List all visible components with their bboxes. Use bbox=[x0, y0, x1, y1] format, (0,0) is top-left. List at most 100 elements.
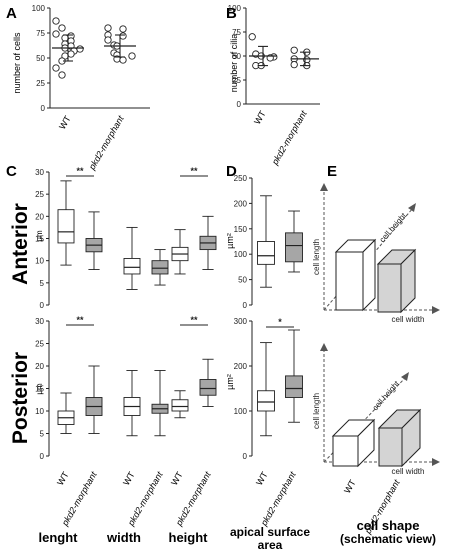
e-bot-axis-length-arrow bbox=[320, 343, 328, 351]
panel-d-anterior-box bbox=[285, 232, 303, 263]
panel-d-anterior-ytick-label: 200 bbox=[234, 199, 248, 208]
panel-d-anterior-plot: 0 50 100 150 200 250 bbox=[234, 174, 303, 310]
panel-c-anterior-box bbox=[151, 260, 169, 275]
panel-a-ytick-label: 25 bbox=[36, 79, 45, 88]
row-label-anterior: Anterior bbox=[9, 203, 32, 285]
panel-e bbox=[320, 183, 440, 468]
e-title-line2: (schematic view) bbox=[340, 532, 436, 546]
panel-b-ytick-label: 0 bbox=[237, 100, 242, 109]
panel-a-point bbox=[52, 30, 60, 38]
e-top-axis-height-arrow bbox=[408, 203, 416, 212]
panel-d-posterior-sig-label: * bbox=[278, 317, 282, 327]
panel-c-group-label-length: lenght bbox=[39, 530, 79, 545]
panel-letter-d: D bbox=[226, 163, 237, 180]
e-bot-wt-cuboid bbox=[331, 418, 376, 468]
panel-c-posterior-ytick-label: 5 bbox=[40, 430, 45, 439]
panel-c-posterior-ytick-label: 20 bbox=[35, 362, 44, 371]
panel-c-anterior-sig-label: ** bbox=[76, 166, 84, 176]
panel-d-anterior-ytick-label: 100 bbox=[234, 250, 248, 259]
panel-d-group-label-line2: area bbox=[258, 538, 283, 550]
panel-a: number of cells 0 25 50 75 100 WT pkd2-morph… bbox=[12, 4, 150, 172]
panel-a-axes: 0 25 50 75 100 bbox=[32, 4, 150, 113]
e-top-axis-width-arrow bbox=[432, 306, 440, 314]
panel-c-anterior-ytick-label: 5 bbox=[40, 279, 45, 288]
panel-b-point bbox=[290, 60, 298, 69]
panel-d-posterior-ytick-label: 100 bbox=[234, 407, 248, 416]
panel-d-posterior-ytick-label: 0 bbox=[243, 452, 248, 461]
panel-letter-b: B bbox=[226, 5, 237, 22]
panel-b: number of cilia 0 25 50 75 100 WT pkd2-morph… bbox=[228, 4, 320, 167]
panel-letter-e: E bbox=[327, 163, 337, 180]
e-xlabel-wt: WT bbox=[342, 478, 358, 496]
e-bot-morphant-cuboid bbox=[377, 408, 422, 468]
panel-c-posterior-sig-label: ** bbox=[190, 315, 198, 325]
panel-c-posterior-ytick-label: 25 bbox=[35, 340, 44, 349]
panel-a-point bbox=[119, 25, 127, 33]
panel-c-anterior-box bbox=[123, 258, 141, 275]
panel-c-posterior-box bbox=[171, 399, 189, 412]
panel-b-ytick-label: 75 bbox=[232, 28, 241, 37]
panel-a-ytick-label: 100 bbox=[32, 4, 46, 13]
e-bot-axis-height-label: cell height bbox=[371, 379, 402, 413]
panel-d-xlabel-wt: WT bbox=[254, 470, 270, 488]
panel-a-ytick-label: 50 bbox=[36, 54, 45, 63]
panel-letter-c: C bbox=[6, 163, 17, 180]
panel-b-axes: 0 25 50 75 100 bbox=[228, 4, 320, 109]
e-bot-axis-width-arrow bbox=[432, 458, 440, 466]
e-top-axis-height-label: cell height bbox=[378, 211, 409, 245]
panel-a-points bbox=[52, 17, 136, 79]
panel-d-anterior-ytick-label: 250 bbox=[234, 174, 248, 183]
panel-a-ylabel: number of cells bbox=[12, 32, 22, 94]
panel-a-xlabel-wt: WT bbox=[57, 114, 73, 132]
panel-a-xlabel-morphant: pkd2-morphant bbox=[86, 114, 126, 173]
panel-d-posterior-ylabel: µm² bbox=[225, 374, 235, 390]
panel-a-ytick-label: 75 bbox=[36, 29, 45, 38]
panel-c-anterior-ytick-label: 15 bbox=[35, 235, 44, 244]
panel-letter-a: A bbox=[6, 5, 17, 22]
panel-c-anterior-ytick-label: 30 bbox=[35, 168, 44, 177]
panel-c-anterior-ytick-label: 10 bbox=[35, 257, 44, 266]
e-top-axis-length-arrow bbox=[320, 183, 328, 191]
panel-a-point bbox=[58, 24, 66, 32]
panel-c-anterior-ytick-label: 20 bbox=[35, 212, 44, 221]
panel-d-anterior-ylabel: µm² bbox=[225, 233, 235, 249]
panel-c-posterior-ytick-label: 0 bbox=[40, 452, 45, 461]
e-top-morphant-cuboid bbox=[376, 248, 417, 314]
panel-c-anterior-ytick-label: 0 bbox=[40, 301, 45, 310]
panel-c-posterior-ytick-label: 15 bbox=[35, 385, 44, 394]
panel-c-anterior-ylabel: µm bbox=[35, 230, 44, 242]
panel-b-ytick-label: 25 bbox=[232, 76, 241, 85]
panel-d-posterior-box bbox=[257, 390, 275, 412]
row-label-posterior: Posterior bbox=[9, 352, 32, 444]
panel-d-anterior-ytick-label: 0 bbox=[243, 301, 248, 310]
panel-c-posterior-plot: 0 5 10 15 20 25 30 ** ** bbox=[35, 315, 217, 461]
e-top-wt-cuboid bbox=[334, 238, 377, 312]
panel-a-point bbox=[119, 32, 127, 40]
panel-c-posterior-sig-label: ** bbox=[76, 315, 84, 325]
panel-c-group-label-width: width bbox=[106, 530, 141, 545]
e-bot-axis-height-arrow bbox=[401, 372, 409, 381]
panel-a-point bbox=[119, 56, 127, 64]
panel-a-point bbox=[104, 24, 112, 32]
panel-b-points bbox=[248, 33, 319, 70]
panel-a-point bbox=[67, 50, 75, 58]
panel-c-xlabel-wt-2: WT bbox=[121, 470, 137, 488]
panel-b-point bbox=[290, 46, 298, 54]
panel-d-posterior-box bbox=[285, 375, 303, 398]
panel-a-point bbox=[52, 64, 60, 72]
e-top-axis-length-label: cell length bbox=[312, 239, 321, 275]
panel-c-posterior-ytick-label: 30 bbox=[35, 317, 44, 326]
panel-a-point bbox=[61, 34, 69, 42]
panel-a-point bbox=[52, 17, 60, 25]
panel-c-anterior-plot: 0 5 10 15 20 25 30 ** ** bbox=[35, 166, 217, 310]
panel-b-xlabel-morphant: pkd2-morphant bbox=[269, 109, 309, 168]
panel-b-point bbox=[248, 33, 256, 41]
panel-b-ytick-label: 100 bbox=[228, 4, 242, 13]
panel-c-posterior-ytick-label: 10 bbox=[35, 407, 44, 416]
panel-b-ytick-label: 50 bbox=[232, 52, 241, 61]
panel-d-posterior-plot: 0 100 200 300 * bbox=[234, 317, 303, 461]
e-top-axis-width-label: cell width bbox=[392, 315, 425, 324]
